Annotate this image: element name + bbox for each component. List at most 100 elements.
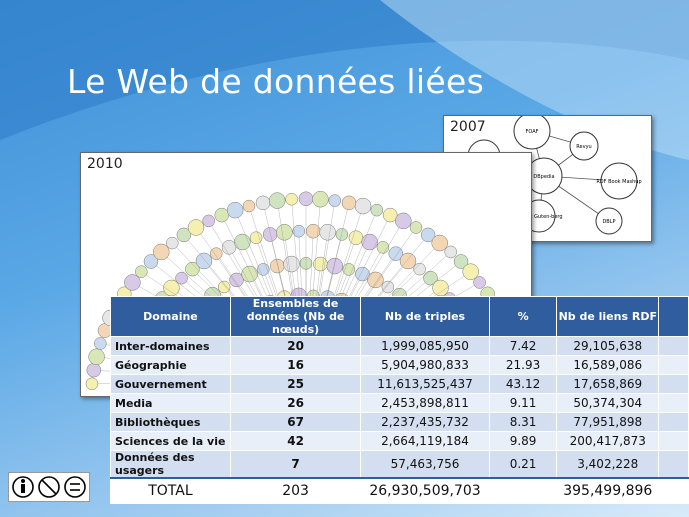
graph-node (143, 254, 159, 269)
graph-node (420, 227, 436, 243)
graph-node (185, 261, 200, 277)
graph-node (595, 207, 623, 235)
graph-node (319, 224, 336, 241)
slide-title: Le Web de données liées (67, 62, 485, 101)
graph-node (249, 231, 263, 244)
graph-node (166, 236, 179, 250)
table-cell: 0.21 (488, 450, 558, 479)
graph-node (462, 263, 479, 280)
total-links: 395,499,896 (556, 477, 660, 504)
graph-node (409, 221, 423, 234)
table-header: Domaine Ensembles de données (Nb de nœuds… (110, 296, 689, 337)
graph-node (202, 214, 215, 228)
year-label: 2007 (450, 119, 486, 135)
column-header: Domaine (110, 296, 231, 337)
table-cell: 67 (229, 412, 362, 432)
graph-node (217, 280, 231, 294)
table-cell: 25 (229, 374, 362, 394)
table-cell: 50,374,304 (556, 393, 660, 413)
year-label: 2010 (87, 156, 123, 172)
table-row: Inter-domaines 20 1,999,085,950 7.42 29,105,… (110, 336, 689, 356)
table-cell-cut (658, 412, 689, 432)
graph-node (395, 212, 412, 230)
table-row: Données des usagers 7 57,463,756 0.21 3,402,… (110, 450, 689, 479)
table-row: Gouvernement 25 11,613,525,437 43.12 17,658,… (110, 374, 689, 394)
table-cell: 11,613,525,437 (360, 374, 490, 394)
table-cell: 2,453,898,811 (360, 393, 490, 413)
graph-node (176, 227, 192, 243)
total-nodes: 203 (229, 477, 362, 504)
graph-node (292, 224, 306, 238)
graph-node (85, 377, 99, 391)
graph-node (473, 276, 486, 289)
graph-node (313, 256, 328, 272)
table-cell: 5,904,980,833 (360, 355, 490, 375)
table-cell-cut (658, 431, 689, 451)
table-cell: 16 (229, 355, 362, 375)
graph-node (86, 362, 102, 378)
graph-node (262, 227, 278, 242)
table-cell: 26 (229, 393, 362, 413)
table-cell: 43.12 (488, 374, 558, 394)
graph-node (285, 192, 298, 206)
column-header: Nb de liens RDF (556, 296, 660, 337)
table-cell: Inter-domaines (110, 336, 231, 356)
column-header-cut (658, 296, 689, 337)
table-row: Sciences de la vie 42 2,664,119,184 9.89 200… (110, 431, 689, 451)
graph-node (153, 243, 170, 261)
table-cell: 2,237,435,732 (360, 412, 490, 432)
graph-node (431, 234, 448, 252)
table-cell: 42 (229, 431, 362, 451)
table-cell: 8.31 (488, 412, 558, 432)
graph-node (210, 247, 223, 260)
graph-node (163, 279, 180, 297)
table-cell: 21.93 (488, 355, 558, 375)
table-cell: Gouvernement (110, 374, 231, 394)
graph-node (256, 263, 270, 276)
table-cell: Sciences de la vie (110, 431, 231, 451)
table-cell: 7.42 (488, 336, 558, 356)
graph-node (376, 241, 390, 254)
graph-node (234, 233, 251, 251)
graph-node (88, 348, 105, 365)
cc-icons (12, 476, 86, 498)
graph-node (326, 257, 344, 275)
table-cell: 200,417,873 (556, 431, 660, 451)
graph-node (94, 337, 107, 350)
node-label: Project Guten-berg (515, 214, 562, 220)
table-cell: 20 (229, 336, 362, 356)
graph-node (187, 219, 205, 236)
table-cell: 9.89 (488, 431, 558, 451)
table-cell: 77,951,898 (556, 412, 660, 432)
table-cell: 9.11 (488, 393, 558, 413)
graph-node (383, 207, 398, 223)
license-icons (8, 472, 90, 502)
total-cut (658, 477, 689, 504)
graph-node (381, 280, 395, 294)
table-body: Inter-domaines 20 1,999,085,950 7.42 29,105,… (110, 336, 689, 504)
graph-node (444, 245, 457, 259)
table-row: Media 26 2,453,898,811 9.11 50,374,304 (110, 393, 689, 413)
graph-node (432, 279, 449, 297)
graph-node (221, 240, 237, 255)
graph-node (453, 254, 469, 269)
node-label: RDF Book Mashup (596, 179, 641, 185)
node-label: FOAF (525, 129, 538, 135)
table-cell-cut (658, 355, 689, 375)
column-header: Nb de triples (360, 296, 490, 337)
graph-node (312, 190, 329, 208)
graph-node (413, 262, 426, 276)
table-cell-cut (658, 374, 689, 394)
graph-node (423, 270, 438, 286)
graph-node (226, 201, 244, 219)
graph-node (328, 194, 342, 207)
total-row: TOTAL 203 26,930,509,703 395,499,896 (110, 477, 689, 504)
table-cell: Media (110, 393, 231, 413)
table-cell-cut (658, 336, 689, 356)
graph-node (305, 223, 321, 239)
graph-node (135, 265, 148, 278)
graph-node (124, 274, 141, 291)
table-cell-cut (658, 450, 689, 479)
